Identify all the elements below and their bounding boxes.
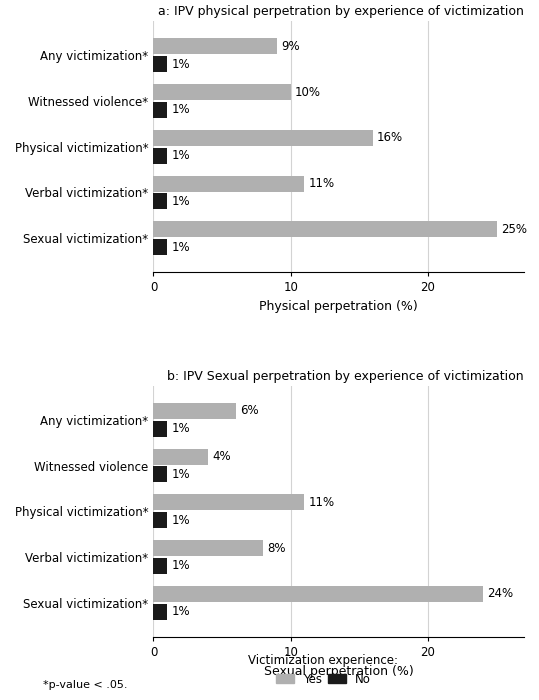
Text: 1%: 1%: [171, 605, 190, 618]
Text: 8%: 8%: [267, 542, 286, 554]
Bar: [154, 603, 167, 620]
Bar: [154, 466, 167, 482]
Bar: [154, 193, 167, 209]
Bar: [154, 239, 167, 255]
Text: a: IPV physical perpetration by experience of victimization: a: IPV physical perpetration by experien…: [158, 6, 524, 18]
Bar: [154, 84, 291, 100]
Text: 1%: 1%: [171, 241, 190, 253]
Bar: [154, 102, 167, 118]
Bar: [154, 540, 263, 556]
Bar: [154, 221, 496, 237]
Text: 11%: 11%: [308, 496, 335, 509]
Bar: [154, 494, 305, 510]
Text: b: IPV Sexual perpetration by experience of victimization: b: IPV Sexual perpetration by experience…: [168, 370, 524, 383]
Bar: [154, 38, 277, 55]
Bar: [154, 586, 483, 602]
Text: 1%: 1%: [171, 422, 190, 435]
Bar: [154, 558, 167, 574]
Text: 11%: 11%: [308, 177, 335, 190]
Text: 9%: 9%: [281, 40, 300, 53]
Bar: [154, 512, 167, 528]
Text: 1%: 1%: [171, 559, 190, 573]
X-axis label: Sexual perpetration (%): Sexual perpetration (%): [264, 664, 413, 678]
Text: 1%: 1%: [171, 195, 190, 208]
Text: 1%: 1%: [171, 57, 190, 71]
Text: 1%: 1%: [171, 514, 190, 526]
Text: 1%: 1%: [171, 468, 190, 481]
Bar: [154, 176, 305, 192]
Text: 4%: 4%: [212, 450, 231, 463]
Text: 25%: 25%: [501, 223, 527, 236]
Text: 10%: 10%: [295, 85, 321, 99]
Bar: [154, 130, 373, 146]
X-axis label: Physical perpetration (%): Physical perpetration (%): [259, 300, 418, 313]
Bar: [154, 403, 236, 419]
Bar: [154, 148, 167, 164]
Bar: [154, 421, 167, 437]
Text: 1%: 1%: [171, 104, 190, 116]
Text: 1%: 1%: [171, 149, 190, 162]
Bar: [154, 449, 209, 465]
Bar: [154, 56, 167, 72]
Text: *p-value < .05.: *p-value < .05.: [43, 680, 128, 689]
Legend: Yes, No: Yes, No: [244, 650, 403, 691]
Text: 24%: 24%: [487, 587, 513, 601]
Text: 6%: 6%: [240, 405, 259, 417]
Text: 16%: 16%: [377, 132, 403, 144]
